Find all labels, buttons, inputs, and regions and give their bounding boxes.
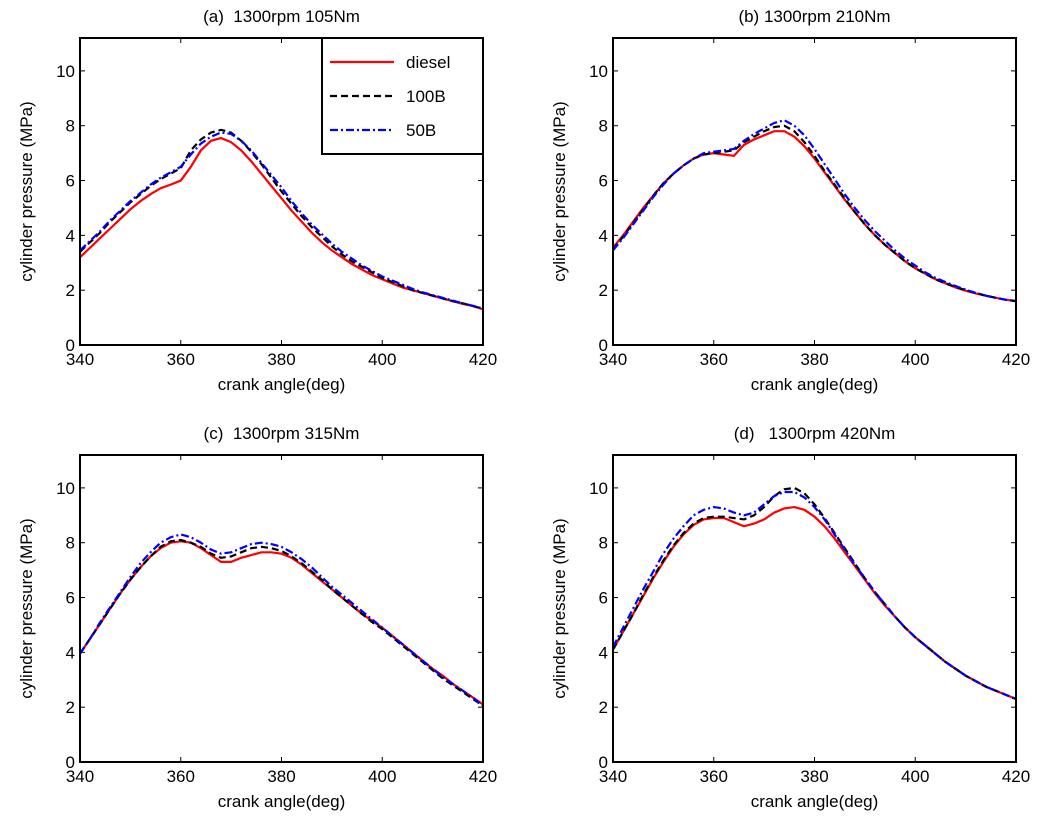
legend-label: 50B [406, 121, 436, 140]
x-tick-label: 420 [469, 350, 497, 369]
y-axis-label: cylinder pressure (MPa) [550, 518, 569, 698]
x-tick-label: 400 [901, 767, 929, 786]
series-line [79, 131, 484, 310]
series-line [79, 533, 484, 707]
plot-frame [612, 454, 1017, 763]
x-axis-label: crank angle(deg) [751, 792, 879, 811]
y-tick-label: 6 [599, 172, 608, 191]
y-tick-label: 2 [599, 698, 608, 717]
y-tick-label: 0 [599, 336, 608, 355]
x-axis-label: crank angle(deg) [751, 375, 879, 394]
y-tick-label: 0 [66, 753, 75, 772]
x-tick-label: 360 [167, 350, 195, 369]
y-axis-label: cylinder pressure (MPa) [17, 518, 36, 698]
x-axis-label: crank angle(deg) [218, 375, 346, 394]
y-axis-label: cylinder pressure (MPa) [17, 101, 36, 281]
series-line [79, 538, 484, 707]
y-tick-label: 10 [56, 479, 75, 498]
chart-title: (d) 1300rpm 420Nm [734, 424, 896, 443]
y-tick-label: 0 [599, 753, 608, 772]
x-tick-label: 380 [267, 350, 295, 369]
x-tick-label: 360 [167, 767, 195, 786]
x-tick-label: 380 [800, 350, 828, 369]
series-line [612, 119, 1017, 303]
legend-label: diesel [406, 53, 450, 72]
y-tick-label: 0 [66, 336, 75, 355]
series-line [612, 505, 1017, 700]
x-axis-label: crank angle(deg) [218, 792, 346, 811]
y-tick-label: 6 [66, 172, 75, 191]
legend-box [321, 37, 484, 155]
y-tick-label: 10 [589, 479, 608, 498]
y-tick-label: 8 [66, 117, 75, 136]
x-tick-label: 420 [1002, 350, 1030, 369]
x-tick-label: 340 [599, 350, 627, 369]
x-tick-label: 400 [368, 767, 396, 786]
y-tick-label: 6 [599, 589, 608, 608]
plot-frame [612, 37, 1017, 346]
series-line [79, 128, 484, 310]
x-tick-label: 340 [66, 767, 94, 786]
chart-title: (c) 1300rpm 315Nm [204, 424, 360, 443]
y-tick-label: 4 [599, 226, 608, 245]
y-tick-label: 4 [66, 226, 75, 245]
y-axis-label: cylinder pressure (MPa) [550, 101, 569, 281]
x-tick-label: 400 [901, 350, 929, 369]
chart-title: (b) 1300rpm 210Nm [738, 7, 890, 26]
y-tick-label: 10 [589, 62, 608, 81]
y-tick-label: 10 [56, 62, 75, 81]
plot-frame [79, 37, 484, 346]
series-line [612, 124, 1017, 303]
y-tick-label: 2 [66, 281, 75, 300]
y-tick-label: 6 [66, 589, 75, 608]
y-tick-label: 2 [66, 698, 75, 717]
plot-frame [79, 454, 484, 763]
series-line [79, 540, 484, 706]
y-tick-label: 2 [599, 281, 608, 300]
series-line [612, 486, 1017, 700]
x-tick-label: 340 [66, 350, 94, 369]
chart-title: (a) 1300rpm 105Nm [203, 7, 360, 26]
y-tick-label: 4 [599, 643, 608, 662]
x-tick-label: 420 [469, 767, 497, 786]
y-tick-label: 4 [66, 643, 75, 662]
x-tick-label: 400 [368, 350, 396, 369]
y-tick-label: 8 [599, 534, 608, 553]
series-line [612, 490, 1017, 700]
legend-label: 100B [406, 87, 446, 106]
x-tick-label: 420 [1002, 767, 1030, 786]
x-tick-label: 380 [800, 767, 828, 786]
y-tick-label: 8 [599, 117, 608, 136]
x-tick-label: 360 [700, 350, 728, 369]
x-tick-label: 340 [599, 767, 627, 786]
x-tick-label: 380 [267, 767, 295, 786]
series-line [79, 136, 484, 311]
x-tick-label: 360 [700, 767, 728, 786]
y-tick-label: 8 [66, 534, 75, 553]
